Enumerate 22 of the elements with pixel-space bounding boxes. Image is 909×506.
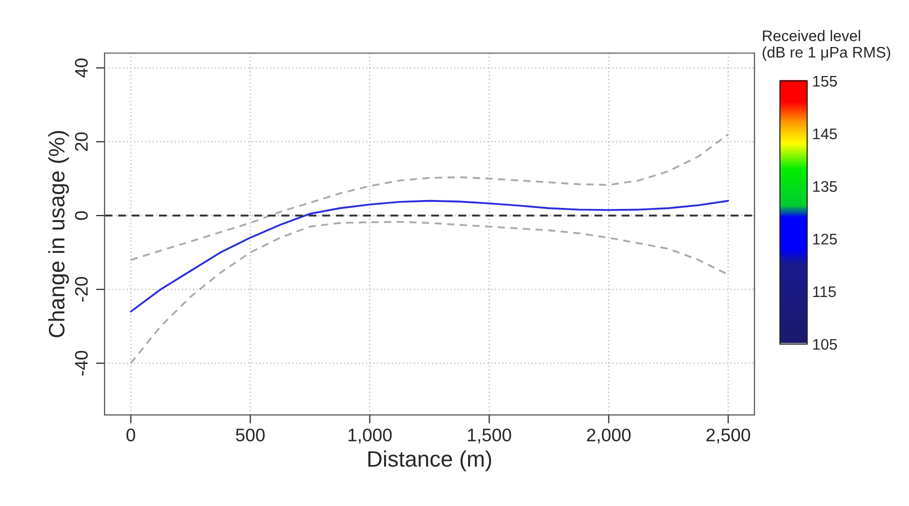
x-tick-label: 2,500 [706, 428, 750, 444]
x-tick-label: 0 [126, 428, 136, 442]
x-axis-title: Distance (m) [368, 450, 492, 472]
color-bar-label: 115 [813, 286, 836, 298]
x-tick-label: 1,000 [348, 428, 392, 444]
y-tick-label: -20 [74, 277, 88, 302]
y-tick-label: 20 [74, 132, 88, 151]
color-bar-label: 155 [813, 76, 837, 87]
color-bar-label: 135 [813, 181, 837, 192]
y-axis-title: Change in usage (%) [48, 131, 69, 338]
color-bar-label: 105 [813, 338, 837, 350]
color-bar-label: 125 [813, 234, 837, 245]
line-series [130, 133, 730, 261]
x-tick-label: 500 [236, 428, 265, 442]
color-bar-label: 145 [813, 128, 837, 140]
color-bar-title: Received level (dB re 1 μPa RMS) [762, 30, 890, 61]
y-tick-label: -40 [74, 350, 88, 376]
x-tick-label: 1,500 [468, 428, 512, 444]
y-tick-label: 40 [74, 58, 88, 78]
line-series [130, 200, 730, 312]
x-tick-label: 2,000 [587, 428, 631, 444]
y-tick-label: 0 [74, 211, 88, 220]
